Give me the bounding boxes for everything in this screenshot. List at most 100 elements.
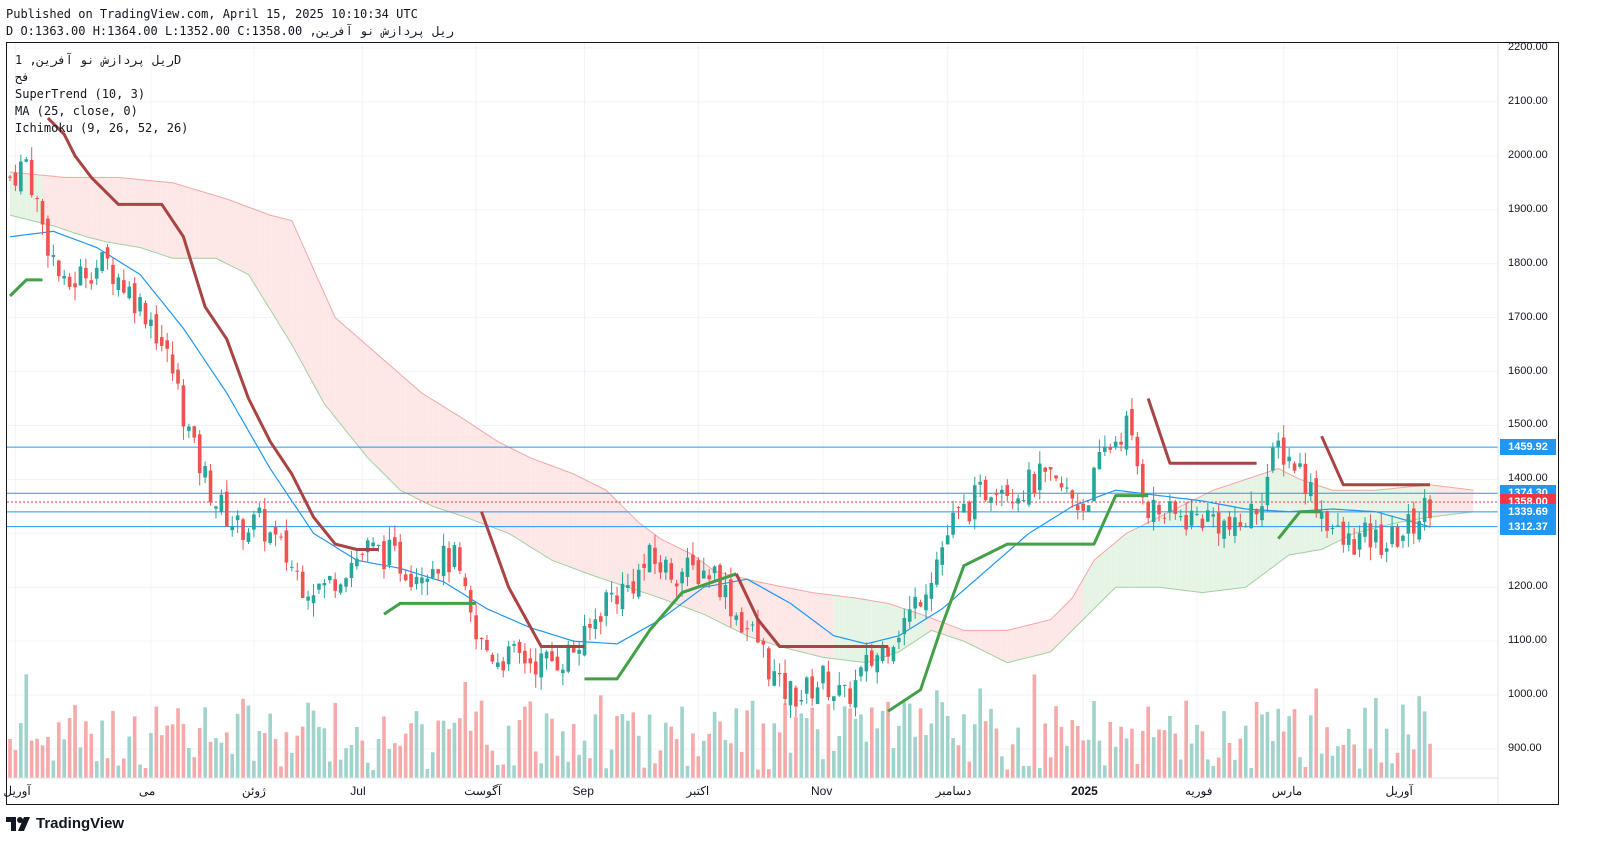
candle-body xyxy=(279,536,283,538)
x-tick-label: آوریل xyxy=(1385,784,1413,798)
cloud-segment xyxy=(611,495,618,584)
cloud-segment xyxy=(600,487,607,581)
volume-bar xyxy=(1184,700,1188,778)
candle-body xyxy=(832,696,836,702)
cloud-segment xyxy=(432,399,439,509)
volume-bar xyxy=(875,728,879,778)
cloud-segment xyxy=(1375,489,1382,528)
candle-body xyxy=(344,578,348,587)
candle-body xyxy=(528,658,533,664)
candle-body xyxy=(181,385,186,427)
candle-body xyxy=(154,314,159,344)
candle-body xyxy=(187,426,191,431)
volume-bar xyxy=(241,698,245,778)
legend-supertrend[interactable]: SuperTrend (10, 3) xyxy=(15,87,146,101)
cloud-segment xyxy=(1115,537,1122,588)
y-tick-label: 900.00 xyxy=(1508,742,1542,754)
volume-bar xyxy=(609,749,614,778)
volume-bar xyxy=(1417,696,1421,778)
cloud-segment xyxy=(963,630,970,644)
volume-bar xyxy=(772,723,777,778)
cloud-segment xyxy=(438,403,444,510)
volume-bar xyxy=(463,681,468,778)
candle-body xyxy=(420,577,424,584)
cloud-segment xyxy=(801,590,807,654)
legend-ichimoku[interactable]: Ichimoku (9, 26, 52, 26) xyxy=(15,121,189,135)
candle-body xyxy=(284,530,289,563)
cloud-segment xyxy=(188,187,195,259)
cloud-segment xyxy=(747,579,753,638)
cloud-segment xyxy=(1332,490,1338,545)
volume-bar xyxy=(989,708,993,778)
volume-bar xyxy=(1249,767,1253,778)
volume-bar xyxy=(1092,701,1096,778)
cloud-segment xyxy=(1299,479,1306,554)
candle-body xyxy=(1000,489,1004,494)
candle-body xyxy=(165,340,169,349)
candle-body xyxy=(723,584,728,598)
candle-body xyxy=(929,582,934,599)
volume-bar xyxy=(398,745,403,778)
cloud-segment xyxy=(1207,490,1214,592)
cloud-segment xyxy=(1321,486,1328,550)
candle-body xyxy=(544,651,549,659)
candle-body xyxy=(1422,497,1427,523)
candle-body xyxy=(767,648,771,680)
cloud-segment xyxy=(85,177,92,239)
candle-body xyxy=(29,160,34,196)
candle-body xyxy=(241,519,245,540)
x-tick-label: فوریه xyxy=(1184,784,1213,798)
candle-body xyxy=(203,466,207,478)
candle-body xyxy=(626,585,630,589)
price-tag: 1459.92 xyxy=(1500,439,1556,456)
volume-bar xyxy=(1195,724,1199,778)
cloud-segment xyxy=(270,215,276,319)
candle-body xyxy=(1319,512,1324,519)
volume-bar xyxy=(1189,743,1194,778)
volume-bar xyxy=(967,761,972,778)
volume-bar xyxy=(664,722,668,778)
x-tick-label: ژوئن xyxy=(241,784,266,798)
candle-body xyxy=(333,579,337,591)
volume-bar xyxy=(409,723,413,778)
candle-body xyxy=(1005,484,1010,496)
volume-bar xyxy=(1081,740,1085,778)
cloud-segment xyxy=(1066,598,1073,636)
cloud-segment xyxy=(329,305,336,418)
candle-body xyxy=(517,641,522,653)
cloud-segment xyxy=(351,331,357,445)
volume-bar xyxy=(327,761,332,778)
cloud-segment xyxy=(1153,517,1160,588)
chart-frame[interactable] xyxy=(6,42,1559,805)
candle-body xyxy=(8,176,12,178)
cloud-segment xyxy=(996,630,1002,661)
cloud-segment xyxy=(443,406,450,512)
tradingview-logo[interactable]: TradingView xyxy=(6,815,124,832)
candle-body xyxy=(1411,508,1416,534)
cloud-segment xyxy=(167,182,173,259)
supertrend-up-segment xyxy=(584,572,737,681)
volume-bar xyxy=(1341,744,1346,778)
cloud-segment xyxy=(1018,626,1024,661)
cloud-segment xyxy=(1056,608,1062,647)
volume-bar xyxy=(1140,731,1145,778)
cloud-segment xyxy=(514,449,520,541)
volume-bar xyxy=(924,735,928,778)
volume-bar xyxy=(929,723,934,778)
cloud-span-b xyxy=(9,214,1474,664)
volume-bar xyxy=(1352,744,1356,778)
volume-bar xyxy=(718,721,722,778)
volume-bar xyxy=(1097,740,1102,778)
candle-body xyxy=(1238,522,1243,527)
volume-bar xyxy=(78,747,83,778)
volume-bar xyxy=(935,690,939,778)
candle-body xyxy=(810,676,814,699)
cloud-segment xyxy=(118,177,124,245)
candle-body xyxy=(490,654,495,662)
volume-bar xyxy=(615,715,619,778)
candle-body xyxy=(555,656,560,671)
candle-body xyxy=(1146,501,1150,519)
legend-ma[interactable]: MA (25, close, 0) xyxy=(15,104,138,118)
candle-body xyxy=(983,479,988,501)
